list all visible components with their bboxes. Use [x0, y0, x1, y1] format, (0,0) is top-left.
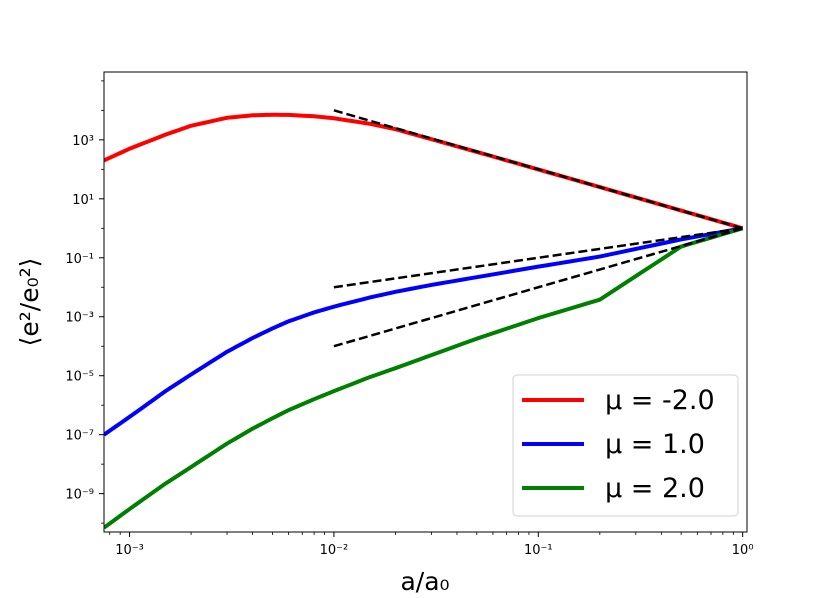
series-line-1-0	[104, 226, 744, 437]
y-axis-label: ⟨e²/e₀²⟩	[15, 258, 44, 347]
plot-frame	[103, 71, 748, 533]
legend-entry: μ = 2.0	[522, 473, 705, 504]
y-tick-label: 10⁻⁹	[65, 488, 94, 503]
x-axis-label: a/a₀	[400, 567, 449, 596]
y-tick-label: 10⁻⁵	[65, 370, 94, 385]
legend: μ = -2.0 μ = 1.0 μ = 2.0	[512, 374, 739, 517]
x-tick-label: 10⁻³	[115, 543, 144, 558]
asymptote-line-asymptote	[333, 227, 743, 289]
plot-lines	[104, 109, 744, 530]
y-tick-label: 10¹	[72, 193, 94, 208]
y-tick-label: 10³	[72, 134, 94, 149]
asymptote-line-asymptote	[333, 227, 744, 348]
legend-label: μ = 2.0	[605, 473, 705, 504]
x-tick-label: 10⁰	[732, 543, 754, 558]
y-tick-label: 10⁻⁷	[65, 429, 94, 444]
series-line-2-0	[104, 226, 744, 530]
series-line-2-0	[104, 112, 744, 231]
y-tick-label: 10⁻¹	[65, 252, 94, 267]
legend-entry: μ = 1.0	[522, 429, 705, 460]
axis-ticks: 10⁻³ 10⁻² 10⁻¹ 10⁰ 10⁻⁹ 10⁻⁷ 10⁻⁵ 10⁻³ 10⁻¹ 10¹ 10…	[65, 80, 754, 558]
legend-entry: μ = -2.0	[522, 385, 715, 416]
legend-label: μ = 1.0	[605, 429, 705, 460]
x-tick-label: 10⁻¹	[524, 543, 553, 558]
legend-label: μ = -2.0	[605, 385, 715, 416]
asymptote-line-asymptote	[333, 109, 744, 230]
y-tick-label: 10⁻³	[65, 311, 94, 326]
legend-box	[512, 374, 739, 517]
x-tick-label: 10⁻²	[320, 543, 349, 558]
